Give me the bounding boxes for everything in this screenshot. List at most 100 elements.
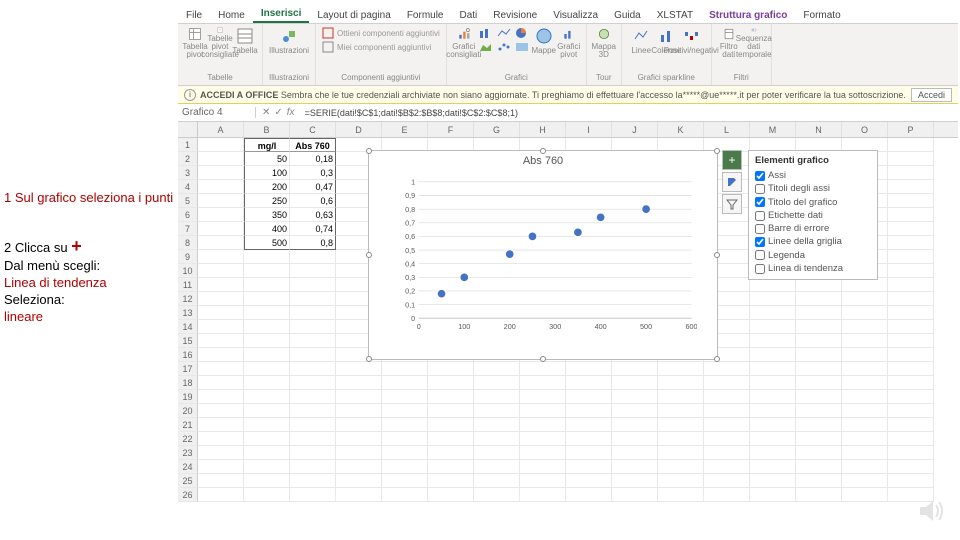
cell[interactable] (520, 376, 566, 390)
cell[interactable] (290, 488, 336, 502)
cell[interactable] (612, 432, 658, 446)
cell[interactable] (474, 390, 520, 404)
pivot-table-recommended-button[interactable]: Tabelle pivot consigliate (209, 27, 231, 59)
column-header[interactable]: I (566, 122, 612, 137)
chart-resize-handle[interactable] (540, 356, 546, 362)
cell[interactable] (842, 404, 888, 418)
chart-element-checkbox[interactable] (755, 264, 765, 274)
column-header[interactable]: O (842, 122, 888, 137)
row-header[interactable]: 25 (178, 474, 198, 488)
cell[interactable] (888, 166, 934, 180)
cell[interactable] (290, 390, 336, 404)
cell[interactable] (704, 418, 750, 432)
cell[interactable] (750, 474, 796, 488)
cell[interactable] (382, 446, 428, 460)
cell[interactable] (198, 474, 244, 488)
column-header[interactable]: A (198, 122, 244, 137)
cell[interactable] (888, 250, 934, 264)
row-header[interactable]: 24 (178, 460, 198, 474)
signin-button[interactable]: Accedi (911, 88, 952, 102)
cell[interactable] (290, 376, 336, 390)
cell[interactable] (428, 446, 474, 460)
column-header[interactable]: F (428, 122, 474, 137)
column-header[interactable]: B (244, 122, 290, 137)
cell[interactable] (474, 474, 520, 488)
cell[interactable] (658, 362, 704, 376)
column-header[interactable]: N (796, 122, 842, 137)
cell[interactable] (796, 292, 842, 306)
cell[interactable] (382, 362, 428, 376)
cell[interactable] (198, 488, 244, 502)
cell[interactable] (888, 222, 934, 236)
cell[interactable] (198, 362, 244, 376)
cell[interactable] (888, 334, 934, 348)
cell[interactable] (796, 334, 842, 348)
chart-filters-button[interactable] (722, 194, 742, 214)
cell[interactable]: 0,8 (290, 236, 336, 250)
chart-data-point[interactable] (528, 232, 537, 241)
chart-element-option[interactable]: Etichette dati (755, 209, 871, 222)
ribbon-tab[interactable]: XLSTAT (649, 8, 701, 23)
my-addins-button[interactable]: Miei componenti aggiuntivi (322, 41, 431, 53)
cell[interactable] (566, 460, 612, 474)
sparkline-line-button[interactable]: Linee (630, 27, 652, 59)
row-header[interactable]: 5 (178, 194, 198, 208)
cell[interactable] (704, 460, 750, 474)
formula-cancel-icon[interactable]: ✕ (262, 107, 270, 118)
cell[interactable] (474, 460, 520, 474)
cell[interactable] (244, 334, 290, 348)
chart-resize-handle[interactable] (366, 356, 372, 362)
row-header[interactable]: 26 (178, 488, 198, 502)
cell[interactable] (428, 488, 474, 502)
row-header[interactable]: 2 (178, 152, 198, 166)
cell[interactable] (704, 474, 750, 488)
chart-data-point[interactable] (642, 205, 651, 214)
cell[interactable] (290, 264, 336, 278)
cell[interactable] (336, 446, 382, 460)
ribbon-tab[interactable]: Formato (795, 8, 848, 23)
cell[interactable] (290, 334, 336, 348)
cell[interactable] (888, 208, 934, 222)
cell[interactable] (336, 432, 382, 446)
cell[interactable] (796, 474, 842, 488)
column-header[interactable]: L (704, 122, 750, 137)
cell[interactable] (750, 418, 796, 432)
row-header[interactable]: 6 (178, 208, 198, 222)
cell[interactable] (428, 432, 474, 446)
cell[interactable] (888, 292, 934, 306)
cell[interactable] (888, 348, 934, 362)
cell[interactable] (796, 376, 842, 390)
cell[interactable] (704, 432, 750, 446)
cell[interactable]: 0,63 (290, 208, 336, 222)
cell[interactable] (474, 362, 520, 376)
ribbon-tab[interactable]: Formule (399, 8, 452, 23)
cell[interactable] (428, 418, 474, 432)
ribbon-tab[interactable]: Visualizza (545, 8, 606, 23)
cell[interactable] (842, 432, 888, 446)
recommended-charts-button[interactable]: Grafici consigliati (453, 27, 475, 59)
cell[interactable] (336, 376, 382, 390)
cell[interactable] (888, 432, 934, 446)
chart-element-checkbox[interactable] (755, 250, 765, 260)
cell[interactable] (244, 362, 290, 376)
cell[interactable] (520, 432, 566, 446)
cell[interactable]: 500 (244, 236, 290, 250)
cell[interactable] (244, 474, 290, 488)
cell[interactable] (658, 418, 704, 432)
cell[interactable] (796, 432, 842, 446)
cell[interactable]: 400 (244, 222, 290, 236)
cell[interactable]: 0,47 (290, 180, 336, 194)
cell[interactable] (888, 264, 934, 278)
chart-element-checkbox[interactable] (755, 184, 765, 194)
column-header[interactable]: J (612, 122, 658, 137)
chart-element-checkbox[interactable] (755, 224, 765, 234)
cell[interactable] (198, 390, 244, 404)
cell[interactable]: 250 (244, 194, 290, 208)
column-header[interactable]: M (750, 122, 796, 137)
cell[interactable] (290, 404, 336, 418)
chart-element-option[interactable]: Assi (755, 169, 871, 182)
cell[interactable] (704, 390, 750, 404)
cell[interactable] (750, 362, 796, 376)
cell[interactable] (796, 390, 842, 404)
cell[interactable] (244, 488, 290, 502)
